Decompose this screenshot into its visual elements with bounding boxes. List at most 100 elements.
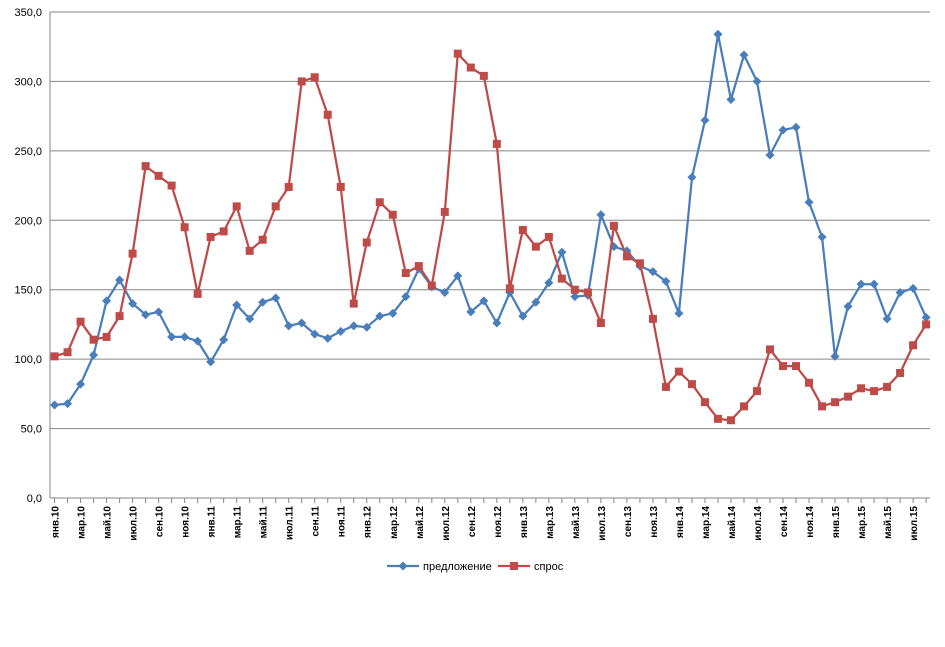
data-point <box>102 332 111 341</box>
data-point <box>818 402 827 411</box>
data-point <box>674 367 683 376</box>
data-point <box>310 329 320 339</box>
x-tick-label: май.13 <box>571 506 582 539</box>
series <box>50 29 931 425</box>
data-point <box>557 247 567 257</box>
data-point <box>557 274 566 283</box>
data-point <box>271 202 280 211</box>
data-point <box>76 379 86 389</box>
x-tick-label: янв.12 <box>363 506 374 538</box>
x-tick-label: ноя.14 <box>805 506 816 538</box>
data-point <box>831 398 840 407</box>
data-point <box>883 382 892 391</box>
data-point <box>661 276 671 286</box>
data-point <box>440 207 449 216</box>
data-point <box>349 299 358 308</box>
y-tick-label: 50,0 <box>21 424 42 436</box>
data-point <box>245 246 254 255</box>
y-tick-label: 0,0 <box>27 493 42 505</box>
data-point <box>89 335 98 344</box>
data-point <box>115 275 125 285</box>
data-point <box>128 299 138 309</box>
data-point <box>687 380 696 389</box>
data-point <box>362 238 371 247</box>
data-point <box>857 384 866 393</box>
x-tick-label: мар.15 <box>857 506 868 539</box>
data-point <box>102 296 112 306</box>
data-point <box>219 227 228 236</box>
data-point <box>375 311 385 321</box>
x-tick-label: июл.13 <box>597 506 608 541</box>
x-tick-label: май.11 <box>259 506 270 539</box>
data-point <box>752 76 762 86</box>
data-point <box>544 278 554 288</box>
legend-item-supply: предложение <box>387 561 492 573</box>
data-point <box>154 171 163 180</box>
data-point <box>466 307 476 317</box>
data-point <box>258 235 267 244</box>
data-point <box>466 63 475 72</box>
x-tick-label: янв.13 <box>519 506 530 538</box>
data-point <box>856 279 866 289</box>
data-point <box>349 321 359 331</box>
data-point <box>700 115 710 125</box>
data-point <box>765 150 775 160</box>
data-point <box>375 198 384 207</box>
data-point <box>206 357 216 367</box>
x-tick-label: май.10 <box>103 506 114 539</box>
data-point <box>362 322 372 332</box>
data-point <box>909 341 918 350</box>
data-point <box>284 182 293 191</box>
data-point <box>336 326 346 336</box>
data-point <box>805 378 814 387</box>
data-point <box>622 252 631 261</box>
data-point <box>323 110 332 119</box>
legend-label: предложение <box>423 561 492 573</box>
x-tick-label: янв.15 <box>831 506 842 538</box>
data-point <box>531 242 540 251</box>
x-tick-label: мар.11 <box>233 506 244 539</box>
data-point <box>180 332 190 342</box>
data-point <box>726 416 735 425</box>
data-point <box>297 318 307 328</box>
data-point <box>284 321 294 331</box>
data-point <box>232 202 241 211</box>
data-point <box>921 312 931 322</box>
data-point <box>115 312 124 321</box>
y-tick-label: 350,0 <box>14 7 42 19</box>
data-point <box>766 345 774 354</box>
data-point <box>713 414 722 423</box>
x-tick-label: ноя.13 <box>649 506 660 538</box>
data-point <box>596 210 606 220</box>
data-point <box>531 297 541 307</box>
data-point <box>492 318 502 328</box>
data-point <box>258 297 268 307</box>
x-tick-label: сен.11 <box>311 506 322 537</box>
data-point <box>596 319 605 328</box>
data-point <box>844 392 853 401</box>
x-tick-label: июл.10 <box>129 506 140 541</box>
data-point <box>219 335 229 345</box>
x-tick-label: май.14 <box>727 506 738 539</box>
data-point <box>245 314 255 324</box>
data-point <box>922 320 931 329</box>
data-point <box>440 287 450 297</box>
data-point <box>752 387 761 396</box>
data-point <box>570 285 579 294</box>
data-point <box>154 307 164 317</box>
x-tick-label: май.12 <box>415 506 426 539</box>
data-point <box>50 400 60 410</box>
series-demand <box>50 49 931 425</box>
data-point <box>323 333 333 343</box>
data-point <box>896 369 905 378</box>
x-tick-label: сен.10 <box>155 506 166 538</box>
data-point <box>414 262 423 271</box>
data-point <box>453 49 462 58</box>
data-point <box>648 267 658 277</box>
y-tick-label: 100,0 <box>14 354 42 366</box>
legend-label: спрос <box>534 561 564 573</box>
data-point <box>661 382 670 391</box>
data-point <box>63 399 73 409</box>
